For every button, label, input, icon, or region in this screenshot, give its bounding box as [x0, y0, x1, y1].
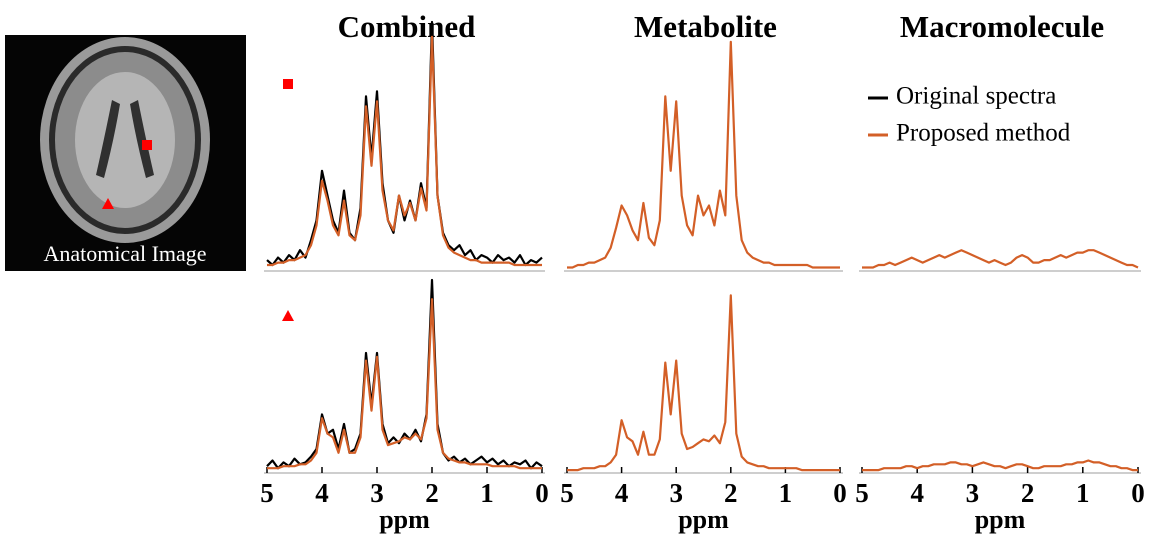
ventricles	[96, 100, 154, 178]
spectrum-line	[567, 294, 840, 472]
x-tick-label: 5	[560, 478, 574, 508]
spectrum-line	[267, 35, 542, 267]
x-tick-label: 3	[966, 478, 980, 508]
white-matter	[75, 72, 175, 208]
x-tick-label: 2	[724, 478, 738, 508]
spectrum-line	[862, 459, 1138, 472]
panel-title: Metabolite	[634, 9, 777, 44]
triangle-marker	[102, 198, 114, 209]
x-tick-label: 2	[1021, 478, 1035, 508]
x-tick-label: 0	[1131, 478, 1145, 508]
x-tick-label: 3	[669, 478, 683, 508]
x-tick-label: 5	[260, 478, 274, 508]
x-tick-label: 1	[1076, 478, 1090, 508]
spectrum-line	[267, 298, 542, 470]
x-tick-label: 5	[855, 478, 869, 508]
x-axis-label: ppm	[379, 505, 430, 534]
anatomical-image: Anatomical Image	[5, 35, 246, 271]
panel-title: Macromolecule	[900, 9, 1104, 44]
x-axis-label: ppm	[975, 505, 1026, 534]
spectrum-line	[266, 20, 543, 267]
legend-label: Proposed method	[896, 120, 1071, 147]
legend-label: Original spectra	[896, 83, 1056, 110]
image-label: Anatomical Image	[43, 241, 206, 266]
x-tick-label: 0	[535, 478, 549, 508]
x-tick-label: 1	[779, 478, 793, 508]
x-tick-label: 2	[425, 478, 439, 508]
x-axis-label: ppm	[678, 505, 729, 534]
x-tick-label: 3	[370, 478, 384, 508]
spectrum-line	[862, 249, 1139, 269]
square-marker	[283, 79, 293, 89]
spectrum-line	[266, 278, 543, 470]
spectrum-line	[567, 40, 840, 269]
x-tick-label: 1	[480, 478, 494, 508]
panel-title: Combined	[338, 9, 476, 44]
x-tick-label: 4	[910, 478, 924, 508]
x-tick-label: 4	[615, 478, 629, 508]
triangle-marker	[282, 310, 294, 321]
x-tick-label: 0	[833, 478, 847, 508]
x-tick-label: 4	[315, 478, 329, 508]
square-marker	[142, 140, 152, 150]
